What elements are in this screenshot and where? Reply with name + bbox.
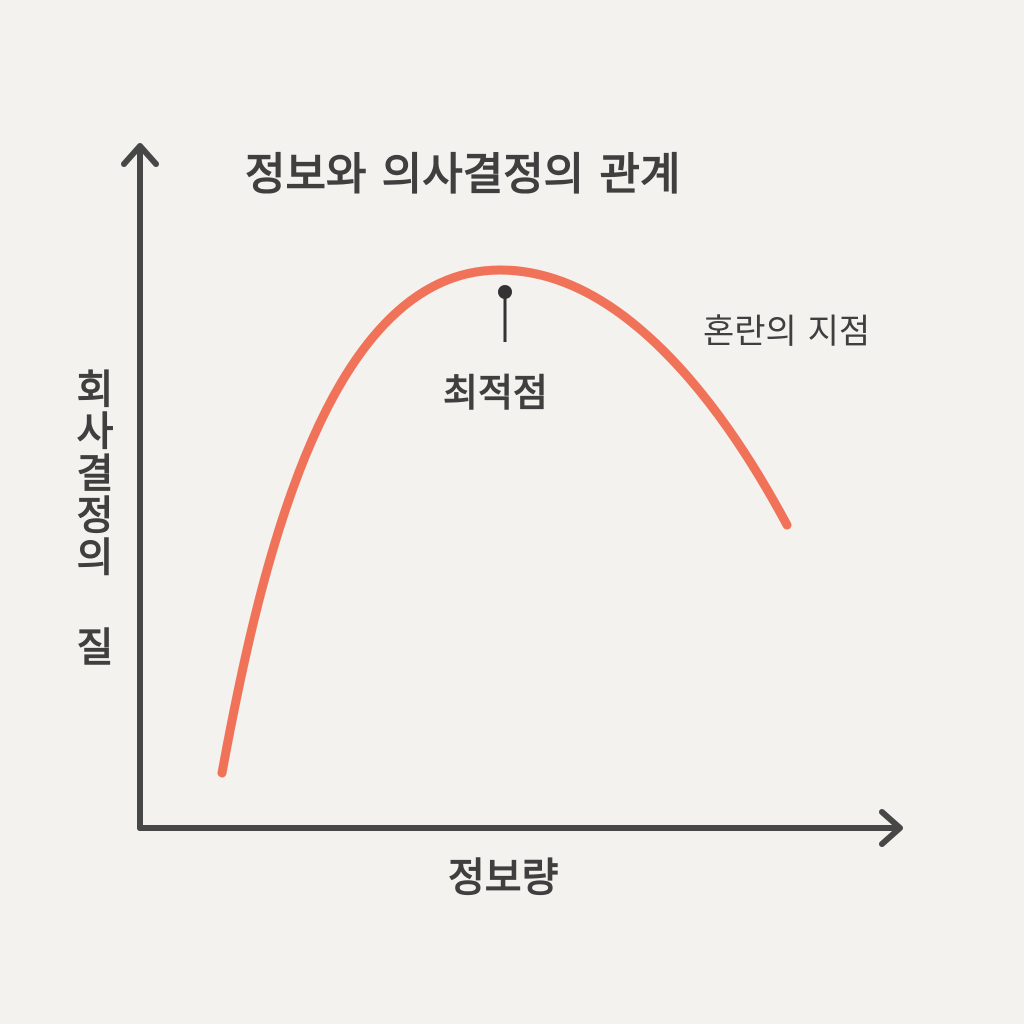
- title: 정보와 의사결정의 관계: [245, 149, 681, 200]
- x-axis-arrow: [879, 809, 903, 847]
- optimum-label: 최적점: [443, 371, 548, 415]
- y-axis-label: 회사결정의 질: [68, 368, 114, 668]
- curve: [217, 265, 792, 778]
- y-axis-arrow: [121, 143, 159, 167]
- optimum-point: [498, 285, 512, 299]
- x-axis-label: 정보량: [448, 855, 559, 901]
- confusion-label: 혼란의 지점: [703, 312, 871, 352]
